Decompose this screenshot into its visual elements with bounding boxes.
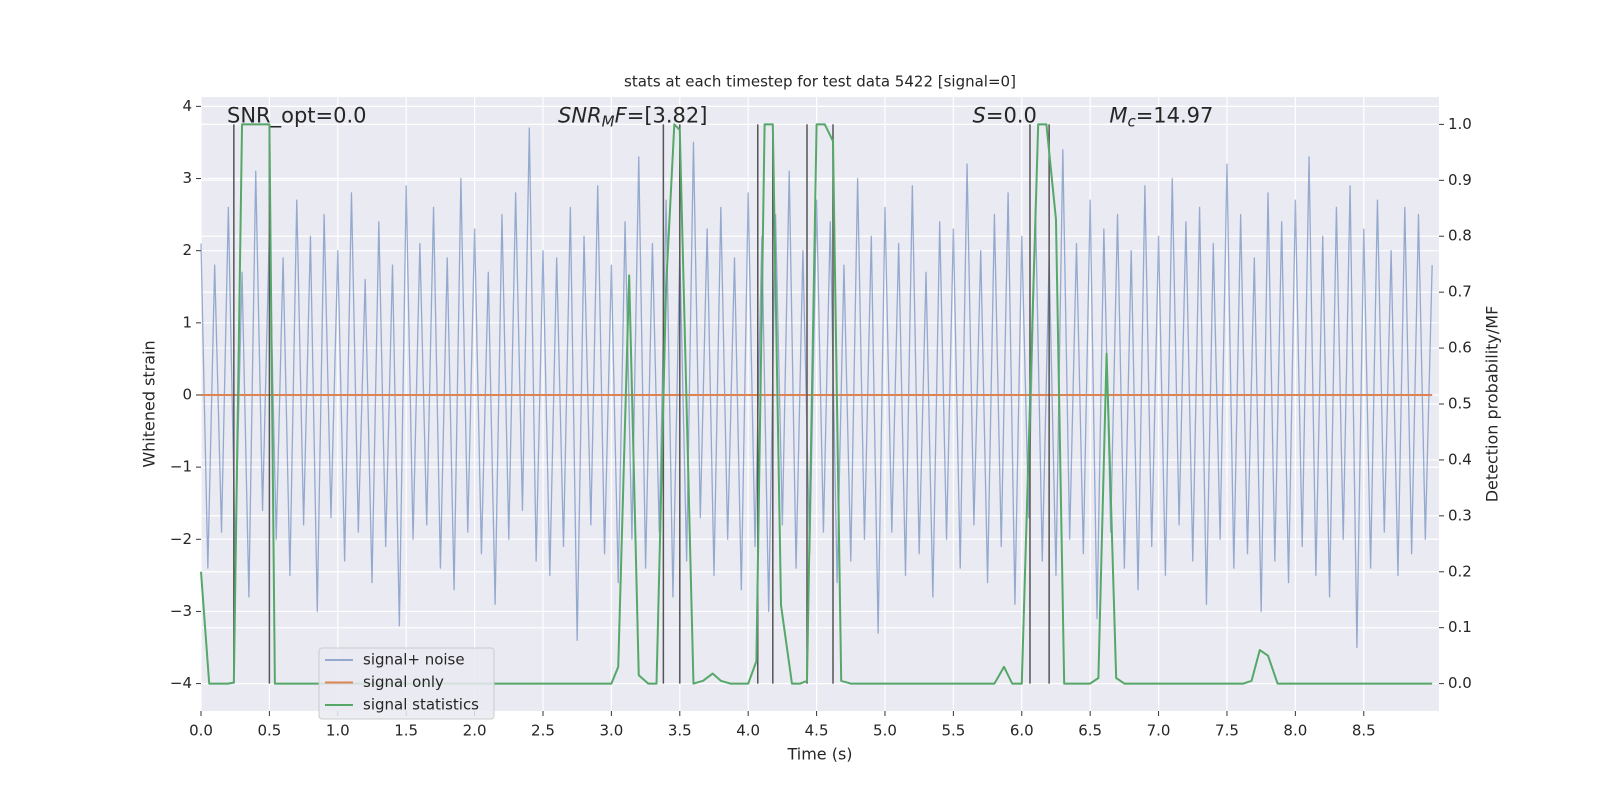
annotation-part: M (602, 112, 615, 130)
x-tick-label: 0.5 (257, 722, 281, 740)
y2-tick-label: 0.7 (1448, 283, 1472, 301)
annotation-part: SNR_opt=0.0 (227, 103, 367, 128)
x-tick-label: 3.5 (668, 722, 692, 740)
x-tick-label: 0.0 (189, 722, 213, 740)
y2-tick-label: 0.2 (1448, 562, 1472, 580)
legend-box (318, 647, 495, 720)
y2-tick-label: 0.4 (1448, 450, 1472, 468)
y2-tick-label: 0.9 (1448, 171, 1472, 189)
y2-tick-label: 0.0 (1448, 674, 1472, 692)
x-tick-label: 1.5 (394, 722, 418, 740)
y-tick-label: −1 (170, 458, 192, 476)
annotation-part: =14.97 (1136, 103, 1214, 127)
x-tick-label: 4.5 (805, 722, 829, 740)
x-tick-label: 5.5 (941, 722, 965, 740)
y-tick-label: 2 (182, 241, 192, 259)
x-tick-label: 5.0 (873, 722, 897, 740)
y-tick-label: −2 (170, 530, 192, 548)
chart-title: stats at each timestep for test data 542… (624, 73, 1016, 91)
legend-label: signal+ noise (363, 651, 465, 669)
annotation-part: c (1127, 112, 1136, 130)
legend-label: signal only (363, 673, 444, 691)
y-axis-label: Whitened strain (140, 340, 159, 467)
x-tick-label: 8.5 (1352, 722, 1376, 740)
annotation: Mc=14.97 (1109, 103, 1213, 130)
y-tick-label: −3 (170, 602, 192, 620)
y2-tick-label: 0.5 (1448, 395, 1472, 413)
x-axis-label: Time (s) (786, 745, 852, 764)
y2-tick-label: 1.0 (1448, 115, 1472, 133)
y-tick-label: −4 (170, 674, 192, 692)
x-tick-label: 2.0 (463, 722, 487, 740)
y2-axis-label: Detection probability/MF (1483, 306, 1502, 503)
x-tick-label: 6.0 (1010, 722, 1034, 740)
x-tick-label: 7.5 (1215, 722, 1239, 740)
y-tick-label: 3 (182, 169, 192, 187)
y-tick-label: 0 (182, 385, 192, 403)
annotation-part: =[3.82] (627, 103, 708, 127)
y2-tick-label: 0.3 (1448, 506, 1472, 524)
y-tick-label: 4 (182, 97, 192, 115)
x-tick-label: 8.0 (1283, 722, 1307, 740)
annotation-part: SNR (558, 103, 602, 127)
y2-tick-label: 0.8 (1448, 227, 1472, 245)
series-line (200, 123, 1433, 685)
annotation-part: S (973, 103, 986, 127)
y-tick-label: 1 (182, 313, 192, 331)
x-tick-label: 7.0 (1147, 722, 1171, 740)
x-tick-label: 2.5 (531, 722, 555, 740)
legend-label: signal statistics (363, 696, 479, 714)
x-tick-label: 3.0 (599, 722, 623, 740)
annotation: S=0.0 (973, 103, 1037, 127)
annotation: SNR_opt=0.0 (227, 103, 367, 128)
y2-tick-label: 0.1 (1448, 618, 1472, 636)
x-tick-label: 4.0 (736, 722, 760, 740)
annotation-part: F (615, 103, 628, 127)
x-tick-label: 6.5 (1078, 722, 1102, 740)
x-tick-label: 1.0 (326, 722, 350, 740)
annotation-part: M (1109, 103, 1127, 127)
legend: signal+ noise signal only signal statistic… (318, 647, 495, 720)
series-line (200, 127, 1433, 649)
annotation: SNRMF=[3.82] (558, 103, 707, 130)
y2-tick-label: 0.6 (1448, 339, 1472, 357)
annotation-part: =0.0 (986, 103, 1037, 127)
